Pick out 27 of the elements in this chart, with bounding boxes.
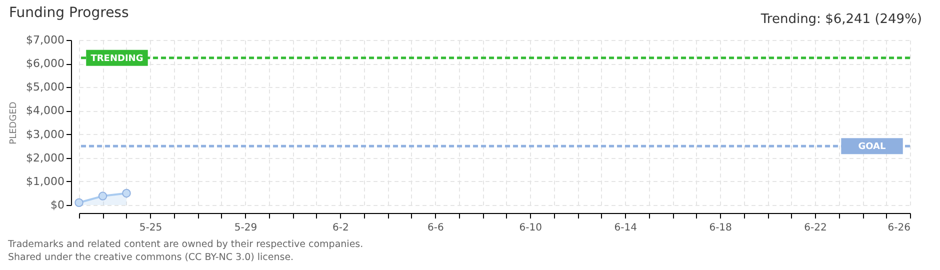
y-tick-label: $5,000 <box>26 80 64 94</box>
y-tick-label: $2,000 <box>26 151 64 164</box>
x-tick-label: 6-6 <box>427 222 444 234</box>
x-tick-label: 6-14 <box>614 222 637 234</box>
text: Trademarks and related content are owned by their respective companies. <box>8 239 364 250</box>
y-tick-label: $7,000 <box>26 34 64 46</box>
y-tick-label: $6,000 <box>26 57 64 70</box>
point <box>98 192 108 200</box>
x-tick-label: 6-2 <box>332 222 349 234</box>
x-tick-label: 5-25 <box>139 222 162 234</box>
x-tick-label: 5-29 <box>234 222 258 234</box>
ref-line-label: GOAL <box>858 142 886 152</box>
ref-line-label: TRENDING <box>90 54 144 64</box>
point <box>122 188 131 198</box>
y-tick-label: $0 <box>50 198 64 212</box>
y-tick-label: $3,000 <box>26 128 64 141</box>
chart-title: Funding Progress <box>9 5 129 21</box>
y-axis-title: PLEDGED <box>9 102 20 144</box>
y-tick-label: $4,000 <box>26 104 64 118</box>
x-tick-label: 6-26 <box>888 222 910 234</box>
text: Shared under the creative commons (CC BY-NC 3.0) license. <box>8 252 294 263</box>
text: Trending: $6,241 (249%) <box>760 12 922 27</box>
x-tick-label: 6-22 <box>804 222 827 234</box>
y-tick-label: $1,000 <box>26 174 64 188</box>
x-tick-label: 6-18 <box>709 222 732 234</box>
x-tick-label: 6-10 <box>519 222 542 234</box>
point <box>74 198 84 208</box>
